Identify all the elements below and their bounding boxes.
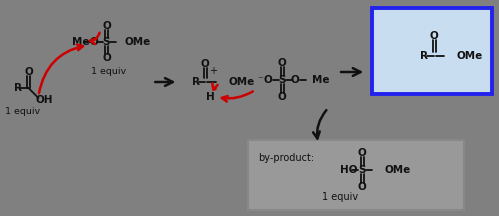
Text: R: R: [420, 51, 428, 61]
Text: OMe: OMe: [456, 51, 483, 61]
FancyBboxPatch shape: [249, 140, 464, 210]
Text: OMe: OMe: [228, 77, 254, 87]
Text: O: O: [102, 53, 111, 63]
Text: O: O: [278, 58, 286, 68]
Text: by-product:: by-product:: [258, 153, 314, 163]
Text: ⁻: ⁻: [257, 75, 263, 85]
Text: S: S: [103, 37, 110, 47]
Text: 1 equiv: 1 equiv: [5, 108, 40, 116]
Text: O: O: [102, 21, 111, 31]
Text: O: O: [89, 37, 98, 47]
Text: O: O: [358, 148, 367, 158]
Text: 1 equiv: 1 equiv: [91, 67, 126, 76]
Text: O: O: [358, 182, 367, 192]
Text: O: O: [201, 59, 210, 69]
Text: R: R: [14, 83, 22, 93]
Text: O: O: [264, 75, 272, 85]
Text: S: S: [278, 75, 286, 85]
Text: Me: Me: [312, 75, 330, 85]
Text: +: +: [209, 66, 217, 76]
Text: S: S: [358, 165, 366, 175]
Text: Me: Me: [72, 37, 90, 47]
Text: O: O: [430, 31, 439, 41]
Text: OH: OH: [36, 95, 53, 105]
Text: O: O: [278, 92, 286, 102]
Text: H: H: [206, 92, 215, 102]
Text: OMe: OMe: [124, 37, 151, 47]
Text: HO: HO: [340, 165, 358, 175]
Text: O: O: [24, 67, 33, 77]
Text: OMe: OMe: [384, 165, 410, 175]
Text: 1 equiv: 1 equiv: [322, 192, 358, 202]
Text: R: R: [192, 77, 200, 87]
FancyBboxPatch shape: [372, 8, 492, 94]
Text: O: O: [291, 75, 299, 85]
